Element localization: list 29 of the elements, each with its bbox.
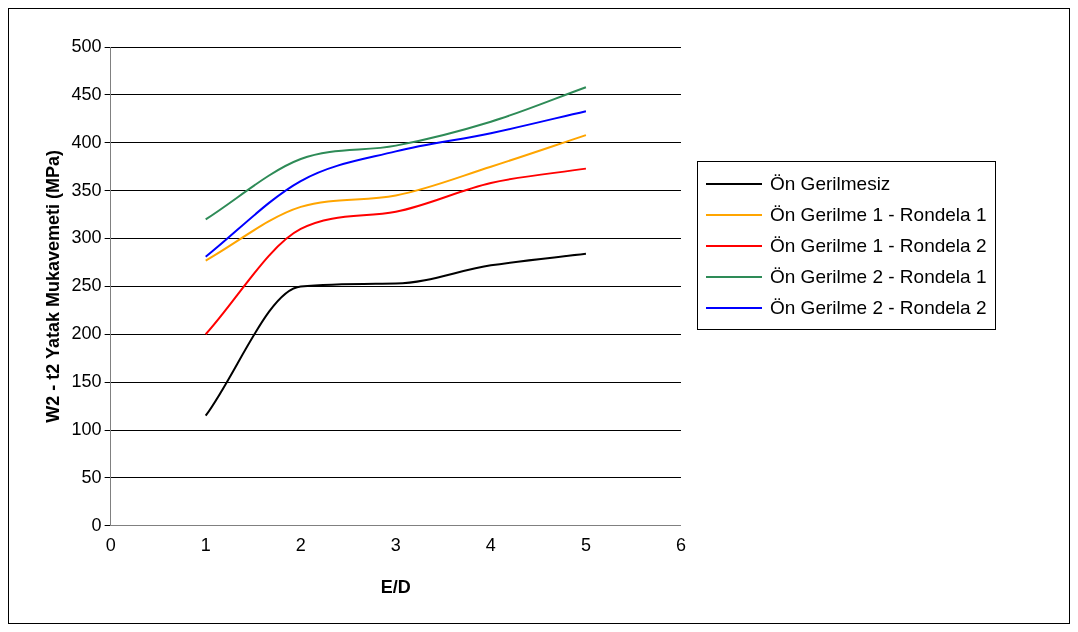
- y-tick-label: 200: [71, 323, 102, 344]
- x-tick-label: 1: [200, 534, 211, 555]
- y-tick-label: 0: [91, 514, 102, 535]
- y-tick-label: 250: [71, 275, 102, 296]
- x-tick-label: 4: [485, 534, 496, 555]
- y-tick-label: 350: [71, 179, 102, 200]
- line-series: [204, 167, 587, 336]
- y-tick-label: 450: [71, 83, 102, 104]
- y-tick-label: 300: [71, 227, 102, 248]
- line-series: [204, 134, 587, 262]
- line-series: [204, 86, 587, 221]
- x-tick-label: 5: [580, 534, 591, 555]
- x-tick-label: 3: [390, 534, 401, 555]
- legend-label: Ön Gerilme 2 - Rondela 2: [770, 296, 987, 319]
- x-tick-label: 2: [295, 534, 306, 555]
- y-tick-label: 50: [81, 466, 102, 487]
- line-series: [204, 110, 587, 258]
- x-axis-title: E/D: [380, 577, 411, 598]
- x-tick-label: 6: [675, 534, 686, 555]
- y-axis-title: W2 - t2 Yatak Mukavemeti (MPa): [42, 150, 63, 423]
- legend-label: Ön Gerilmesiz: [770, 172, 891, 195]
- legend-label: Ön Gerilme 1 - Rondela 2: [770, 234, 987, 257]
- y-tick-label: 500: [71, 35, 102, 56]
- y-tick-label: 400: [71, 131, 102, 152]
- x-tick-label: 0: [105, 534, 116, 555]
- y-tick-label: 100: [71, 419, 102, 440]
- y-tick-label: 150: [71, 371, 102, 392]
- legend-label: Ön Gerilme 1 - Rondela 1: [770, 203, 987, 226]
- legend-label: Ön Gerilme 2 - Rondela 1: [770, 265, 987, 288]
